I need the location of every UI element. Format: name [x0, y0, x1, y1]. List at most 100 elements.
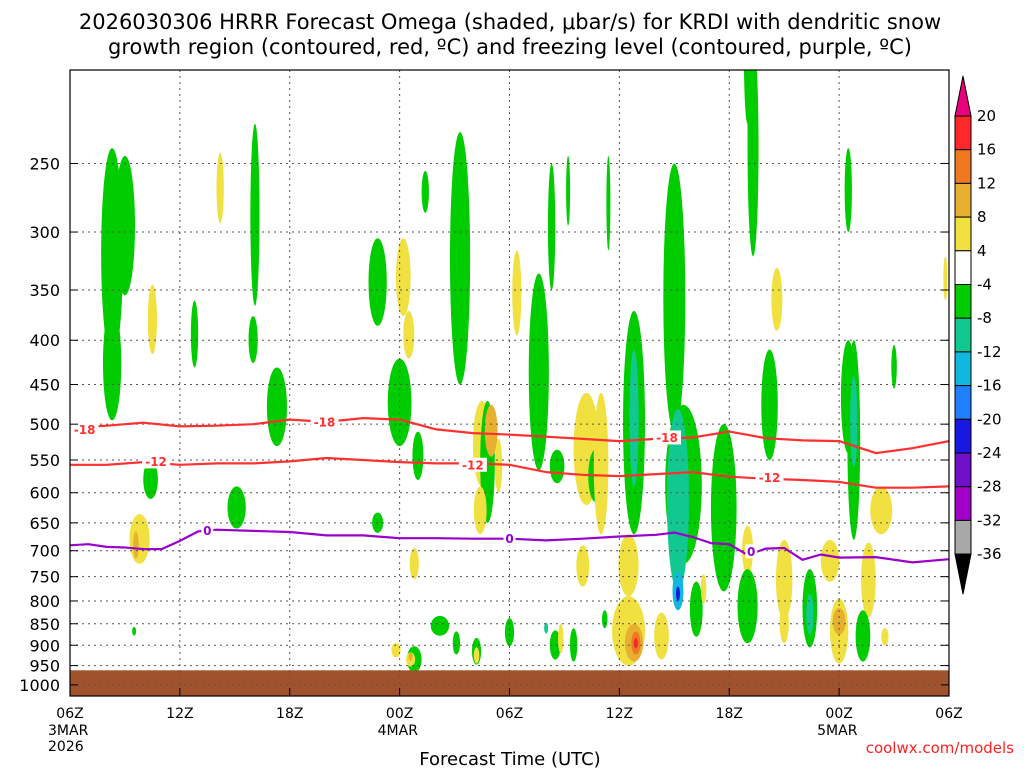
colorbar-bottom-arrow	[954, 553, 972, 595]
omega-cell	[544, 622, 549, 634]
omega-cell	[266, 367, 288, 447]
omega-shading	[101, 70, 948, 673]
omega-cell	[528, 273, 549, 471]
contour-label-bg	[745, 544, 758, 559]
omega-cell	[891, 344, 897, 389]
colorbar-label: -24	[977, 444, 1002, 462]
omega-cell	[593, 392, 609, 535]
y-tick-label: 500	[29, 415, 60, 434]
omega-cell	[601, 610, 608, 629]
colorbar: 20 16 12 8 4 -4 -8 -12 -16 -20 -24 -28 -32 -36	[954, 75, 1002, 595]
x-tick-label: 18Z	[716, 706, 743, 722]
x-tick-date-label: 3MAR	[48, 723, 89, 739]
contour-label: -12	[462, 458, 484, 472]
omega-cell	[473, 647, 480, 664]
omega-cell	[504, 618, 515, 647]
omega-cell	[456, 192, 461, 257]
credit-text[interactable]: coolwx.com/models	[866, 739, 1014, 757]
omega-cell	[654, 612, 669, 660]
contour-label-bg	[201, 523, 214, 538]
contour-label-bg	[755, 470, 784, 485]
x-tick-date-label: 5MAR	[817, 723, 858, 739]
x-tick-label: 12Z	[606, 706, 633, 722]
colorbar-swatch	[954, 149, 972, 184]
omega-cell	[761, 349, 778, 461]
omega-cell	[806, 593, 814, 635]
y-tick-label: 700	[29, 542, 60, 561]
omega-cell	[558, 623, 564, 654]
contour-label: 0	[203, 524, 211, 538]
omega-cell	[666, 408, 689, 592]
omega-cell	[663, 163, 686, 432]
y-tick-label: 400	[29, 331, 60, 350]
x-axis-label: Forecast Time (UTC)	[419, 749, 600, 768]
contour-label-bg	[652, 430, 681, 445]
omega-cell	[132, 626, 137, 636]
omega-cell	[549, 630, 561, 660]
omega-cell	[870, 486, 893, 535]
colorbar-label: -12	[977, 343, 1002, 361]
contour-lines	[70, 417, 949, 564]
contour-label-bg	[142, 454, 171, 469]
colorbar-swatch	[954, 452, 972, 488]
omega-cell	[779, 603, 789, 644]
omega-cell	[102, 305, 122, 421]
omega-cell	[190, 300, 199, 368]
y-tick-label: 950	[29, 657, 60, 676]
y-tick-label: 600	[29, 484, 60, 503]
colorbar-swatch	[954, 115, 972, 151]
y-tick-label: 650	[29, 514, 60, 533]
omega-cell	[832, 607, 846, 635]
omega-cell	[881, 628, 889, 646]
contour-label: -12	[759, 471, 781, 485]
contour-isotherm--18	[70, 417, 949, 455]
omega-cell	[512, 250, 522, 336]
colorbar-label: -16	[977, 377, 1002, 395]
contour-label: -18	[74, 423, 96, 437]
y-tick-label: 800	[29, 592, 60, 611]
contour-label-bg	[310, 414, 339, 429]
colorbar-swatch	[954, 317, 972, 353]
colorbar-label: 4	[977, 242, 987, 260]
contour-label: 0	[505, 532, 513, 546]
contour-labels: -18 -18 -18 -12 -12 -12 0 0 0	[70, 414, 784, 559]
omega-cell	[421, 170, 429, 213]
colorbar-label: 20	[977, 107, 996, 125]
x-tick-label: 12Z	[166, 706, 193, 722]
colorbar-label: -32	[977, 511, 1002, 529]
omega-cell	[250, 123, 260, 306]
chart-title-line2: growth region (contoured, red, ºC) and f…	[108, 35, 912, 59]
omega-cell	[618, 534, 639, 597]
y-tick-label: 550	[29, 451, 60, 470]
omega-cell	[576, 545, 590, 587]
omega-cell	[566, 155, 571, 226]
omega-cell	[395, 238, 411, 316]
x-tick-label: 06Z	[935, 706, 962, 722]
omega-cell	[820, 539, 840, 582]
colorbar-label: -4	[977, 276, 992, 294]
y-tick-label: 1000	[19, 676, 60, 695]
omega-cell	[368, 238, 387, 326]
omega-cell	[633, 637, 638, 649]
omega-cell	[133, 531, 139, 559]
omega-cell	[700, 574, 707, 604]
omega-cell	[606, 155, 611, 251]
contour-label-bg	[70, 422, 99, 437]
omega-cell	[391, 642, 401, 658]
y-axis: 250 300 350 400 450 500 550 600 650 700 750 800 850 9…	[19, 154, 949, 695]
omega-cell	[549, 449, 565, 484]
colorbar-label: -36	[977, 545, 1002, 563]
omega-cell	[494, 438, 503, 493]
omega-cell	[143, 460, 158, 499]
colorbar-swatch	[954, 216, 972, 252]
omega-cell	[675, 586, 680, 601]
omega-cell	[216, 152, 224, 224]
x-tick-label: 00Z	[386, 706, 413, 722]
omega-cell	[747, 70, 752, 156]
y-tick-label: 350	[29, 281, 60, 300]
omega-cell	[943, 256, 948, 301]
colorbar-label: 16	[977, 141, 996, 159]
colorbar-swatch	[954, 250, 972, 286]
y-tick-label: 450	[29, 376, 60, 395]
contour-isotherm--12	[70, 456, 949, 489]
